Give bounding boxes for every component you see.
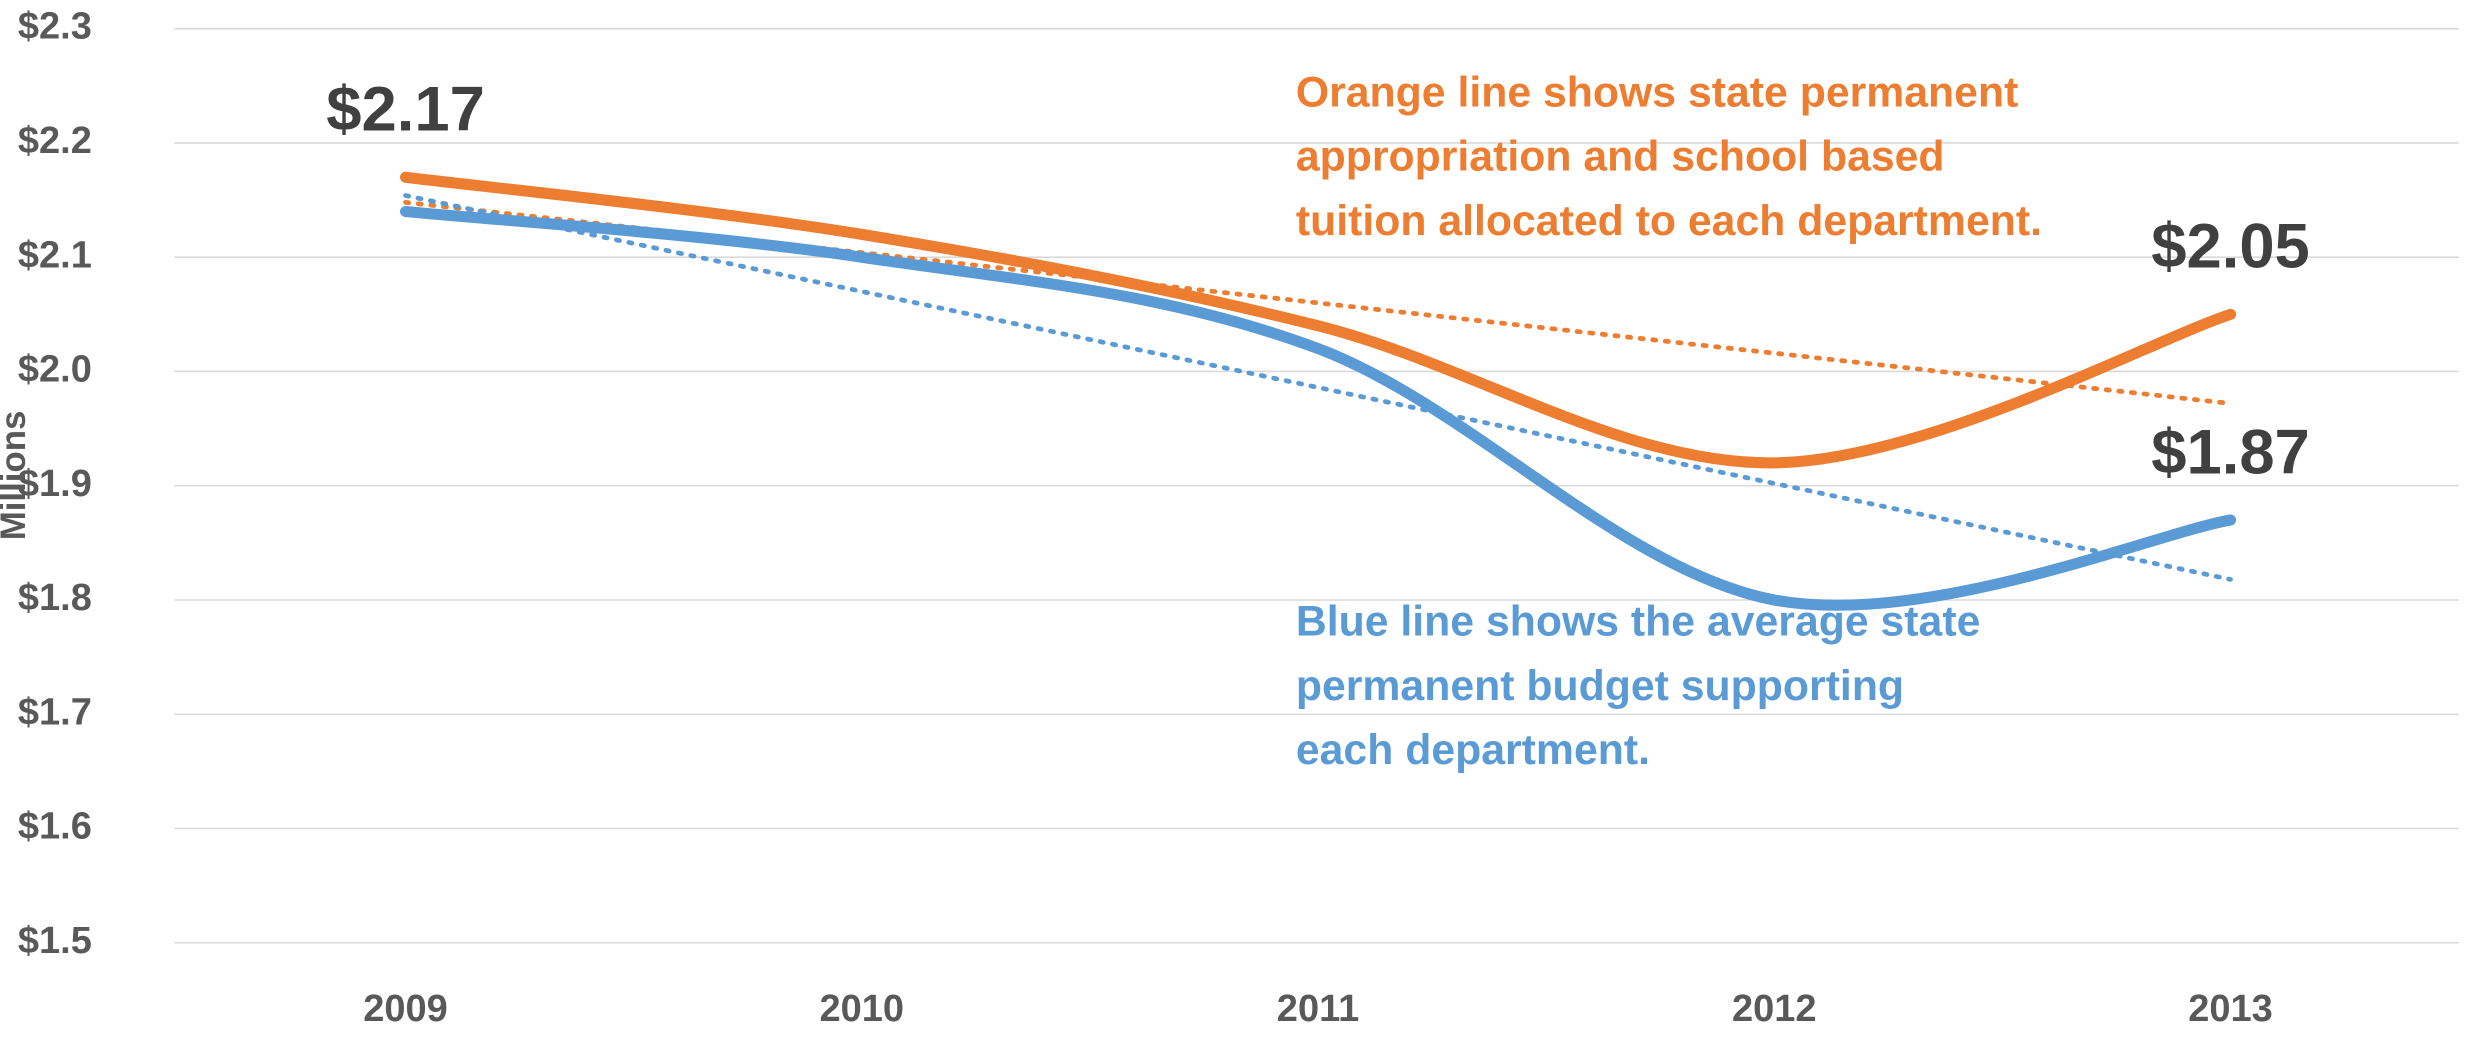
- annotation: appropriation and school based: [1296, 133, 1945, 181]
- y-tick-label: $1.7: [18, 691, 92, 733]
- y-tick-label: $2.2: [18, 120, 92, 162]
- y-tick-label: $1.5: [18, 920, 92, 962]
- annotation: Blue line shows the average state: [1296, 598, 1981, 646]
- y-tick-label: $2.1: [18, 234, 92, 276]
- y-tick-label: $1.9: [18, 463, 92, 505]
- y-tick-label: $2.0: [18, 349, 92, 391]
- y-tick-label: $1.6: [18, 806, 92, 848]
- x-tick-label: 2011: [1277, 988, 1359, 1030]
- x-tick-label: 2013: [2188, 988, 2273, 1030]
- y-axis-label: Millions: [0, 411, 33, 541]
- x-tick-label: 2010: [820, 988, 905, 1030]
- annotation: tuition allocated to each department.: [1296, 197, 2042, 245]
- data-line: [400, 205, 2237, 611]
- data-label: $2.17: [326, 75, 485, 145]
- trendline: [403, 193, 2233, 582]
- annotation: each department.: [1296, 726, 1650, 774]
- annotation: permanent budget supporting: [1296, 662, 1904, 710]
- x-tick-label: 2012: [1732, 988, 1817, 1030]
- y-tick-label: $2.3: [18, 6, 92, 48]
- x-tick-label: 2009: [363, 988, 448, 1030]
- annotation: Orange line shows state permanent: [1296, 69, 2018, 117]
- y-tick-label: $1.8: [18, 577, 92, 619]
- data-line: [400, 171, 2237, 469]
- data-label: $2.05: [2151, 212, 2310, 282]
- data-label: $1.87: [2151, 417, 2310, 487]
